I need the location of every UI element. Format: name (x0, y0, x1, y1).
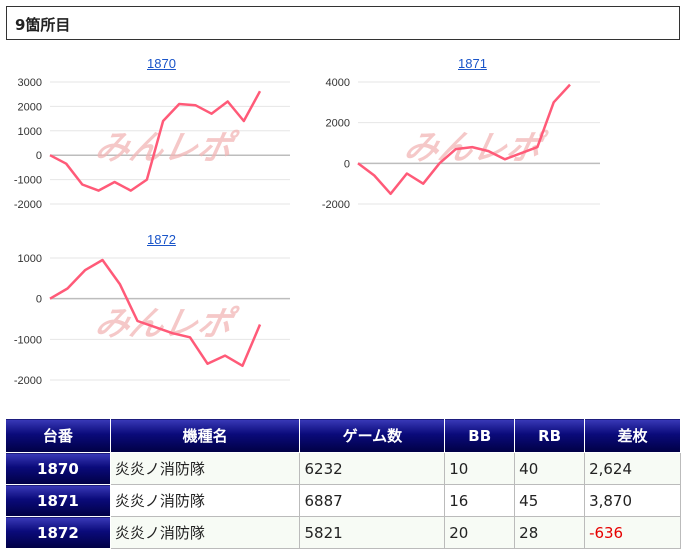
watermark-logo: みんレポ (92, 304, 242, 344)
section-title: 9箇所目 (15, 16, 71, 34)
game-count: 5821 (299, 516, 446, 549)
table-row: 1871 炎炎ノ消防隊 6887 16 45 3,870 (5, 484, 681, 517)
y-tick-label: 0 (36, 150, 42, 162)
y-tick-label: 4000 (326, 77, 350, 89)
table-row: 1872 炎炎ノ消防隊 5821 20 28 -636 (5, 516, 681, 549)
chart-1872: 1000 0 -1000 -2000 みんレポ (14, 253, 290, 387)
chart-link-1870[interactable]: 1870 (147, 56, 176, 71)
y-tick-label: 1000 (18, 126, 42, 138)
y-tick-label: 2000 (18, 101, 42, 113)
y-tick-label: 0 (36, 294, 42, 306)
table-header-row: 台番 機種名 ゲーム数 BB RB 差枚 (5, 418, 681, 453)
y-tick-label: -2000 (14, 375, 42, 387)
bb-count: 10 (444, 452, 516, 485)
game-count: 6232 (299, 452, 446, 485)
chart-link-1871[interactable]: 1871 (458, 56, 487, 71)
diff-value: 3,870 (584, 484, 681, 517)
machine-number: 1870 (5, 452, 111, 485)
y-tick-label: 3000 (18, 77, 42, 89)
game-count: 6887 (299, 484, 446, 517)
col-header-rb: RB (514, 418, 586, 453)
series-line (49, 90, 262, 192)
bb-count: 20 (444, 516, 516, 549)
chart-1870: 3000 2000 1000 0 -1000 -2000 みんレポ (14, 77, 290, 211)
y-tick-label: -2000 (322, 199, 350, 211)
model-name: 炎炎ノ消防隊 (109, 516, 301, 549)
section-header: 9箇所目 (6, 6, 680, 40)
bb-count: 16 (444, 484, 516, 517)
series-line (49, 258, 262, 368)
rb-count: 40 (514, 452, 586, 485)
model-name: 炎炎ノ消防隊 (109, 452, 301, 485)
diff-value: 2,624 (584, 452, 681, 485)
rb-count: 45 (514, 484, 586, 517)
machine-number: 1872 (5, 516, 111, 549)
rb-count: 28 (514, 516, 586, 549)
col-header-games: ゲーム数 (299, 418, 446, 453)
series-line (357, 83, 571, 196)
col-header-bb: BB (444, 418, 516, 453)
y-tick-label: 2000 (326, 118, 350, 130)
col-header-number: 台番 (5, 418, 111, 453)
model-name: 炎炎ノ消防隊 (109, 484, 301, 517)
y-tick-label: -2000 (14, 199, 42, 211)
y-tick-label: -1000 (14, 334, 42, 346)
y-tick-label: 0 (344, 158, 350, 170)
col-header-diff: 差枚 (584, 418, 681, 453)
chart-link-1872[interactable]: 1872 (147, 232, 176, 247)
col-header-model: 機種名 (109, 418, 301, 453)
y-tick-label: 1000 (18, 253, 42, 265)
y-tick-label: -1000 (14, 175, 42, 187)
machine-table: 台番 機種名 ゲーム数 BB RB 差枚 1870 炎炎ノ消防隊 6232 10… (5, 418, 681, 549)
watermark-logo: みんレポ (92, 128, 242, 168)
table-row: 1870 炎炎ノ消防隊 6232 10 40 2,624 (5, 452, 681, 485)
diff-value: -636 (584, 516, 681, 549)
machine-number: 1871 (5, 484, 111, 517)
